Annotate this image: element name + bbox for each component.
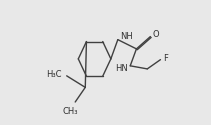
Text: CH₃: CH₃ (63, 107, 78, 116)
Text: O: O (153, 30, 159, 39)
Text: H₃C: H₃C (46, 70, 62, 79)
Text: NH: NH (120, 32, 133, 41)
Text: HN: HN (115, 64, 128, 73)
Text: F: F (164, 54, 168, 63)
